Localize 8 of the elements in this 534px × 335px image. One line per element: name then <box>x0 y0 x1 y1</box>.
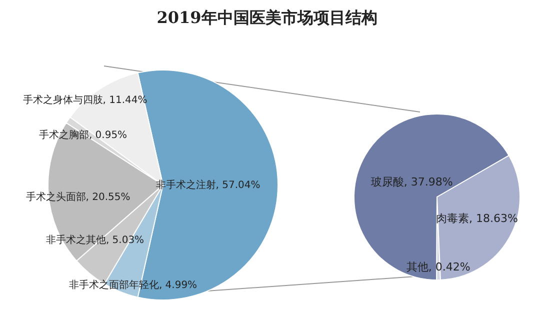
slice-label: 非手术之其他, 5.03% <box>46 234 144 247</box>
slice-label: 肉毒素, 18.63% <box>436 212 518 226</box>
slice-label: 非手术之注射, 57.04% <box>156 179 260 192</box>
slice-label: 手术之头面部, 20.55% <box>26 191 130 204</box>
slice-label: 其他, 0.42% <box>406 260 470 274</box>
chart-title: 2019年中国医美市场项目结构 <box>156 8 378 29</box>
slice-label: 手术之胸部, 0.95% <box>38 129 128 142</box>
slice-label: 玻尿酸, 37.98% <box>370 175 453 188</box>
